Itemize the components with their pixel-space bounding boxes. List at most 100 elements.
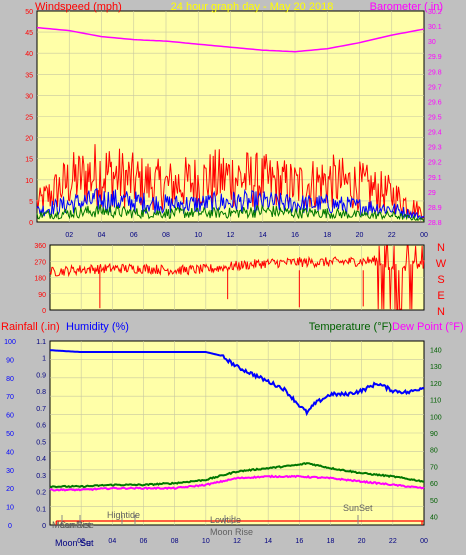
wind-x-tick: 22 <box>388 232 396 239</box>
climate-x-tick: 20 <box>358 538 366 545</box>
temperature-y-tick: 90 <box>430 431 438 438</box>
humidity-y-tick-labels: 0 10 20 30 40 50 60 70 80 90 100 <box>4 339 16 530</box>
climate-x-tick: 00 <box>420 538 428 545</box>
barometer-y-tick: 29.4 <box>428 130 442 137</box>
temperature-y-tick: 120 <box>430 381 442 388</box>
direction-y-tick: 270 <box>34 259 46 266</box>
climate-x-tick: 16 <box>295 538 303 545</box>
wind-y-tick: 25 <box>25 115 33 122</box>
rainfall-y-tick: 0.6 <box>36 423 46 430</box>
temperature-y-tick: 60 <box>430 481 438 488</box>
wind-y-tick-labels: 0 5 10 15 20 25 30 35 40 45 50 <box>25 9 33 227</box>
rainfall-y-tick-labels: 0 0.1 0.2 0.3 0.4 0.5 0.6 0.7 0.8 0.9 1 1.1 <box>36 339 46 530</box>
wind-x-tick: 08 <box>162 232 170 239</box>
climate-grid <box>50 341 424 525</box>
humidity-y-tick: 90 <box>6 357 14 364</box>
rainfall-y-tick: 0 <box>42 523 46 530</box>
barometer-y-tick: 28.9 <box>428 205 442 212</box>
climate-x-tick: 14 <box>264 538 272 545</box>
barometer-y-tick: 29.9 <box>428 54 442 61</box>
climate-x-tick-labels: 02 04 06 08 10 12 14 16 18 20 22 00 <box>77 538 428 545</box>
sunrise-label: SunRise <box>60 520 94 530</box>
humidity-y-tick: 50 <box>6 431 14 438</box>
wind-y-tick: 15 <box>25 157 33 164</box>
wind-y-tick: 5 <box>29 199 33 206</box>
sunset-label: SunSet <box>343 503 373 513</box>
climate-x-tick: 12 <box>233 538 241 545</box>
wind-x-tick: 14 <box>259 232 267 239</box>
rainfall-y-tick: 0.7 <box>36 406 46 413</box>
wind-x-tick: 20 <box>356 232 364 239</box>
hightide-label: Hightide <box>107 510 140 520</box>
climate-x-tick: 02 <box>77 538 85 545</box>
lowtide-label: Lowtide <box>210 515 241 525</box>
temperature-y-tick: 100 <box>430 414 442 421</box>
temperature-y-tick: 110 <box>430 398 441 405</box>
dewpoint-axis-title: Dew Point (°F) <box>392 321 464 333</box>
barometer-y-tick: 28.8 <box>428 220 442 227</box>
compass-s-label: S <box>437 274 444 286</box>
humidity-y-tick: 70 <box>6 394 14 401</box>
wind-x-tick-labels: 02 04 06 08 10 12 14 16 18 20 22 00 <box>65 232 428 239</box>
wind-y-tick: 30 <box>25 93 33 100</box>
wind-y-tick: 50 <box>25 9 33 16</box>
wind-x-tick: 16 <box>291 232 299 239</box>
chart-title: 24 hour graph day - May 20 2018 <box>171 1 334 13</box>
barometer-y-tick: 30.2 <box>428 9 442 16</box>
barometer-line <box>36 26 425 53</box>
barometer-y-tick: 29.1 <box>428 175 442 182</box>
wind-x-tick: 12 <box>227 232 235 239</box>
temperature-y-tick: 140 <box>430 347 442 354</box>
moon-set-label: Moon Set <box>52 520 91 530</box>
temperature-line <box>49 462 424 489</box>
humidity-y-tick: 100 <box>4 339 16 346</box>
humidity-y-tick: 60 <box>6 413 14 420</box>
climate-x-tick: 18 <box>327 538 335 545</box>
temperature-y-tick: 130 <box>430 364 442 371</box>
windspeed-axis-title: Windspeed (mph) <box>35 1 122 13</box>
barometer-y-tick: 29.8 <box>428 69 442 76</box>
wind-y-tick: 20 <box>25 136 33 143</box>
humidity-y-tick: 30 <box>6 468 14 475</box>
moonrise-label: Moon Rise <box>210 527 253 537</box>
direction-grid <box>50 245 424 310</box>
climate-x-tick: 08 <box>171 538 179 545</box>
compass-n-label: N <box>437 242 445 254</box>
wind-series-2 <box>36 204 425 222</box>
barometer-y-tick: 30.1 <box>428 24 442 31</box>
wind-y-tick: 45 <box>25 30 33 37</box>
direction-y-tick: 360 <box>34 243 46 250</box>
rainfall-y-tick: 0.4 <box>36 456 46 463</box>
rainfall-y-tick: 0.3 <box>36 473 46 480</box>
compass-w-label: W <box>436 258 447 270</box>
humidity-y-tick: 40 <box>6 449 14 456</box>
direction-y-tick: 0 <box>42 308 46 315</box>
climate-x-tick: 04 <box>108 538 116 545</box>
temperature-y-tick: 80 <box>430 448 438 455</box>
wind-x-tick: 10 <box>194 232 202 239</box>
climate-series <box>49 349 425 525</box>
rainfall-y-tick: 0.5 <box>36 439 46 446</box>
wind-y-tick: 35 <box>25 72 33 79</box>
rainfall-y-tick: 0.9 <box>36 372 46 379</box>
climate-x-tick: 06 <box>140 538 148 545</box>
wind-y-tick: 0 <box>29 220 33 227</box>
dewpoint-line <box>49 474 425 492</box>
barometer-y-tick: 30 <box>428 39 436 46</box>
direction-line <box>49 245 425 310</box>
barometer-y-tick: 29.6 <box>428 99 442 106</box>
direction-series <box>49 245 425 310</box>
humidity-y-tick: 80 <box>6 376 14 383</box>
climate-x-tick: 22 <box>389 538 397 545</box>
rainfall-y-tick: 1 <box>42 356 46 363</box>
barometer-axis-title: Barometer (.in) <box>370 1 443 13</box>
temperature-y-tick: 40 <box>430 515 438 522</box>
barometer-y-tick-labels: 28.8 28.9 29 29.1 29.2 29.3 29.4 29.5 29.6 29.7 29… <box>428 9 442 227</box>
climate-x-tick: 10 <box>202 538 210 545</box>
compass-e-label: E <box>437 290 444 302</box>
